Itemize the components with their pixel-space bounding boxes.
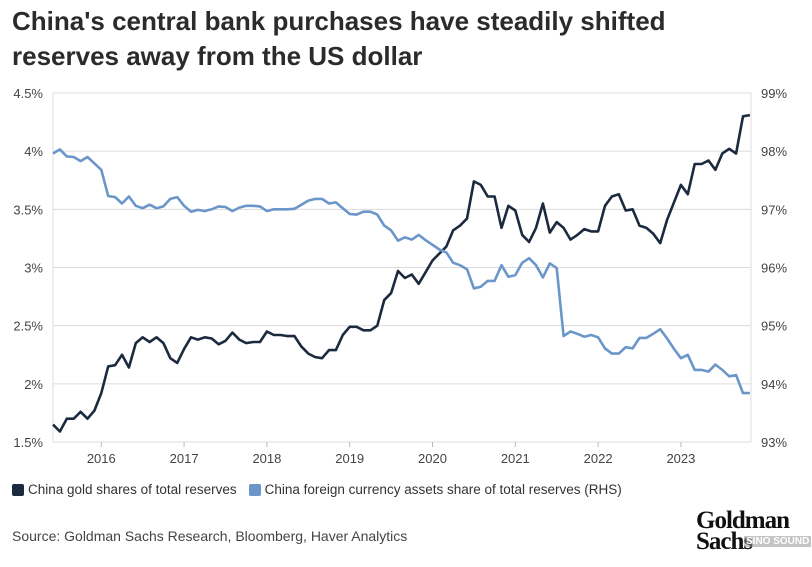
source-note: Source: Goldman Sachs Research, Bloomber…: [12, 528, 408, 544]
x-tick-label: 2017: [170, 451, 199, 466]
axes: 1.5% 2% 2.5% 3% 3.5% 4% 4.5% 93% 94% 95% 96% 97% 98%…: [13, 86, 787, 466]
title-line-2: reserves away from the US dollar: [12, 41, 423, 71]
y-left-tick-label: 1.5%: [13, 435, 43, 450]
legend-item-fx: China foreign currency assets share of t…: [248, 482, 622, 497]
y-right-tick-label: 95%: [761, 319, 787, 334]
x-tick-label: 2023: [666, 451, 695, 466]
y-right-tick-label: 94%: [761, 377, 787, 392]
x-tick-label: 2019: [335, 451, 364, 466]
y-left-tick-label: 2.5%: [13, 319, 43, 334]
watermark: SINO SOUND: [744, 536, 812, 547]
y-right-tick-label: 97%: [761, 202, 787, 217]
legend-item-gold: China gold shares of total reserves: [12, 482, 237, 497]
legend-swatch-fx: [248, 483, 261, 496]
y-left-tick-label: 2%: [24, 377, 43, 392]
series-line-fx-share: [52, 148, 750, 395]
series-line-gold-share: [52, 113, 751, 433]
y-left-tick-label: 3%: [24, 261, 43, 276]
x-tick-label: 2016: [87, 451, 116, 466]
x-tick-label: 2020: [418, 451, 447, 466]
legend-swatch-gold: [12, 483, 24, 496]
y-right-tick-label: 93%: [761, 435, 787, 450]
y-right-tick-label: 98%: [761, 144, 787, 159]
logo-line-1: Goldman: [696, 507, 790, 534]
legend-label-gold: China gold shares of total reserves: [28, 482, 237, 497]
x-tick-label: 2021: [501, 451, 530, 466]
y-right-tick-label: 96%: [761, 261, 787, 276]
goldman-sachs-logo: Goldman Sachs: [696, 507, 790, 555]
series-lines: [52, 113, 751, 433]
logo-line-2: Sachs: [696, 528, 753, 555]
chart-title: China's central bank purchases have stea…: [12, 4, 802, 74]
y-left-tick-label: 4%: [24, 144, 43, 159]
legend: China gold shares of total reserves Chin…: [12, 482, 622, 497]
x-tick-label: 2022: [584, 451, 613, 466]
y-left-tick-label: 4.5%: [13, 86, 43, 101]
legend-label-fx: China foreign currency assets share of t…: [264, 482, 622, 497]
y-right-tick-label: 99%: [761, 86, 787, 101]
title-line-1: China's central bank purchases have stea…: [12, 6, 666, 36]
x-tick-label: 2018: [252, 451, 281, 466]
gridlines: [53, 92, 751, 443]
y-left-tick-label: 3.5%: [13, 202, 43, 217]
